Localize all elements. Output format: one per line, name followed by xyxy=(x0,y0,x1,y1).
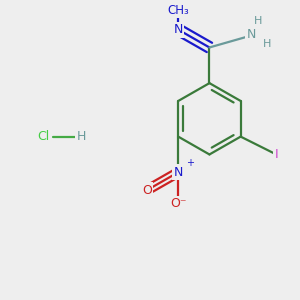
Text: N: N xyxy=(173,166,183,179)
Text: I: I xyxy=(274,148,278,161)
Text: N: N xyxy=(246,28,256,41)
Text: O: O xyxy=(142,184,152,196)
Text: H: H xyxy=(77,130,86,143)
Text: H: H xyxy=(263,39,272,49)
Text: O⁻: O⁻ xyxy=(170,197,187,210)
Text: N: N xyxy=(173,23,183,36)
Text: H: H xyxy=(254,16,263,26)
Text: Cl: Cl xyxy=(37,130,49,143)
Text: +: + xyxy=(186,158,194,168)
Text: CH₃: CH₃ xyxy=(167,4,189,17)
